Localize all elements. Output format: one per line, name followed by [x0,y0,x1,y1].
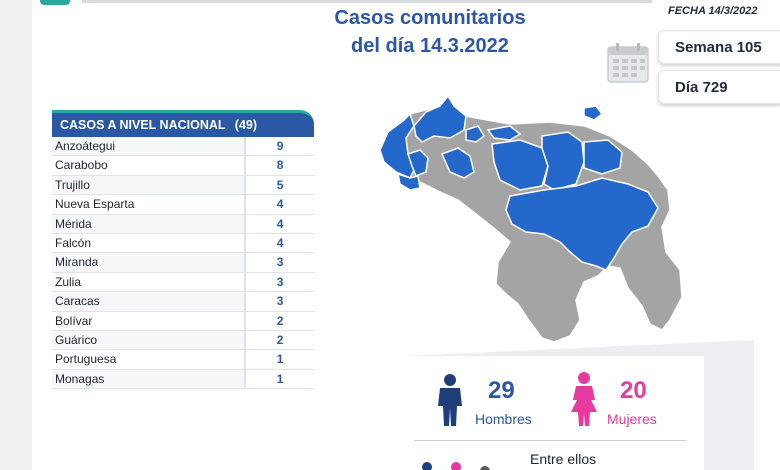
venezuela-map [379,94,683,343]
table-row: Zulia 3 [52,272,314,293]
map-region-merida [397,172,421,191]
map-region-falcon [413,94,467,143]
state-name: Zulia [55,274,82,289]
state-name: Mérida [52,214,245,233]
female-mini-icon [451,462,461,470]
title-line-1: Casos comunitarios [334,7,526,29]
map-region-trujillo [407,149,429,177]
title-line-2: del día 14.3.2022 [351,35,509,57]
page-title: Casos comunitarios del día 14.3.2022 [300,4,560,60]
state-name: Nueva Esparta [55,197,135,212]
state-name: Caracas [52,292,245,311]
male-person-icon [438,374,462,426]
child-mini-icon [480,466,490,470]
state-name: Falcón [55,235,92,250]
case-count: 3 [244,272,314,292]
table-row: Mérida 4 [52,214,314,234]
state-name: Monagas [52,369,245,389]
case-count: 9 [244,137,314,156]
entre-ellos-label: Entre ellos [530,451,597,467]
women-count: 20 [620,377,647,404]
state-name: Carabobo [55,158,108,173]
table-row: Trujillo 5 [52,175,314,196]
women-label: Mujeres [607,411,657,427]
state-name: Portuguesa [55,352,117,367]
map-region-portuguesa [440,147,475,179]
week-badge: Semana 105 [658,30,780,64]
table-row: Portuguesa 1 [52,350,314,370]
map-region-carabobo [465,125,485,143]
case-count: 1 [244,350,314,369]
state-name: Anzoátegui [52,137,245,156]
table-row: Caracas 3 [52,292,314,312]
table-row: Nueva Esparta 4 [52,195,314,215]
map-region-miranda [486,125,522,141]
cases-table: CASOS A NIVEL NACIONAL (49) Anzoátegui 9 C… [52,110,314,390]
map-region-bolivar [505,177,659,271]
table-row: Falcón 4 [52,233,314,254]
map-region-zulia [379,112,417,179]
map-region-guarico [491,139,549,191]
case-count: 4 [244,195,314,214]
map-region-monagas [583,139,623,175]
case-count: 4 [244,233,314,253]
top-accent-mark [40,0,70,5]
table-header-label: CASOS A NIVEL NACIONAL [60,118,226,132]
state-name: Miranda [52,253,245,272]
case-count: 3 [244,292,314,311]
table-row: Miranda 3 [52,253,314,273]
men-count: 29 [488,377,515,404]
map-region-nueva-esparta [583,105,604,121]
table-header-total: (49) [234,118,258,132]
case-count: 3 [244,253,314,272]
calendar-icon [607,43,649,83]
case-count: 5 [244,175,314,195]
table-row: Anzoátegui 9 [52,137,314,157]
state-name: Bolívar [55,313,93,328]
date-label: FECHA 14/3/2022 [668,5,758,17]
table-row: Monagas 1 [52,369,314,390]
day-badge: Día 729 [658,70,780,104]
case-count: 8 [244,156,314,175]
left-margin-strip [0,0,32,470]
table-row: Guárico 2 [52,330,314,351]
table-row: Carabobo 8 [52,156,314,176]
table-row: Bolívar 2 [52,311,314,331]
top-divider [82,0,652,3]
table-body: Anzoátegui 9 Carabobo 8 Trujillo 5 Nueva Espar… [52,137,314,390]
case-count: 1 [244,369,314,389]
table-header: CASOS A NIVEL NACIONAL (49) [52,110,314,137]
female-person-icon [571,372,597,426]
men-label: Hombres [475,411,532,427]
case-count: 4 [244,214,314,233]
male-mini-icon [422,462,432,470]
case-count: 2 [244,330,314,350]
state-name: Trujillo [52,175,245,195]
stats-divider [414,440,686,441]
map-region-anzoategui [541,131,585,191]
state-name: Guárico [52,330,245,350]
case-count: 2 [244,311,314,330]
